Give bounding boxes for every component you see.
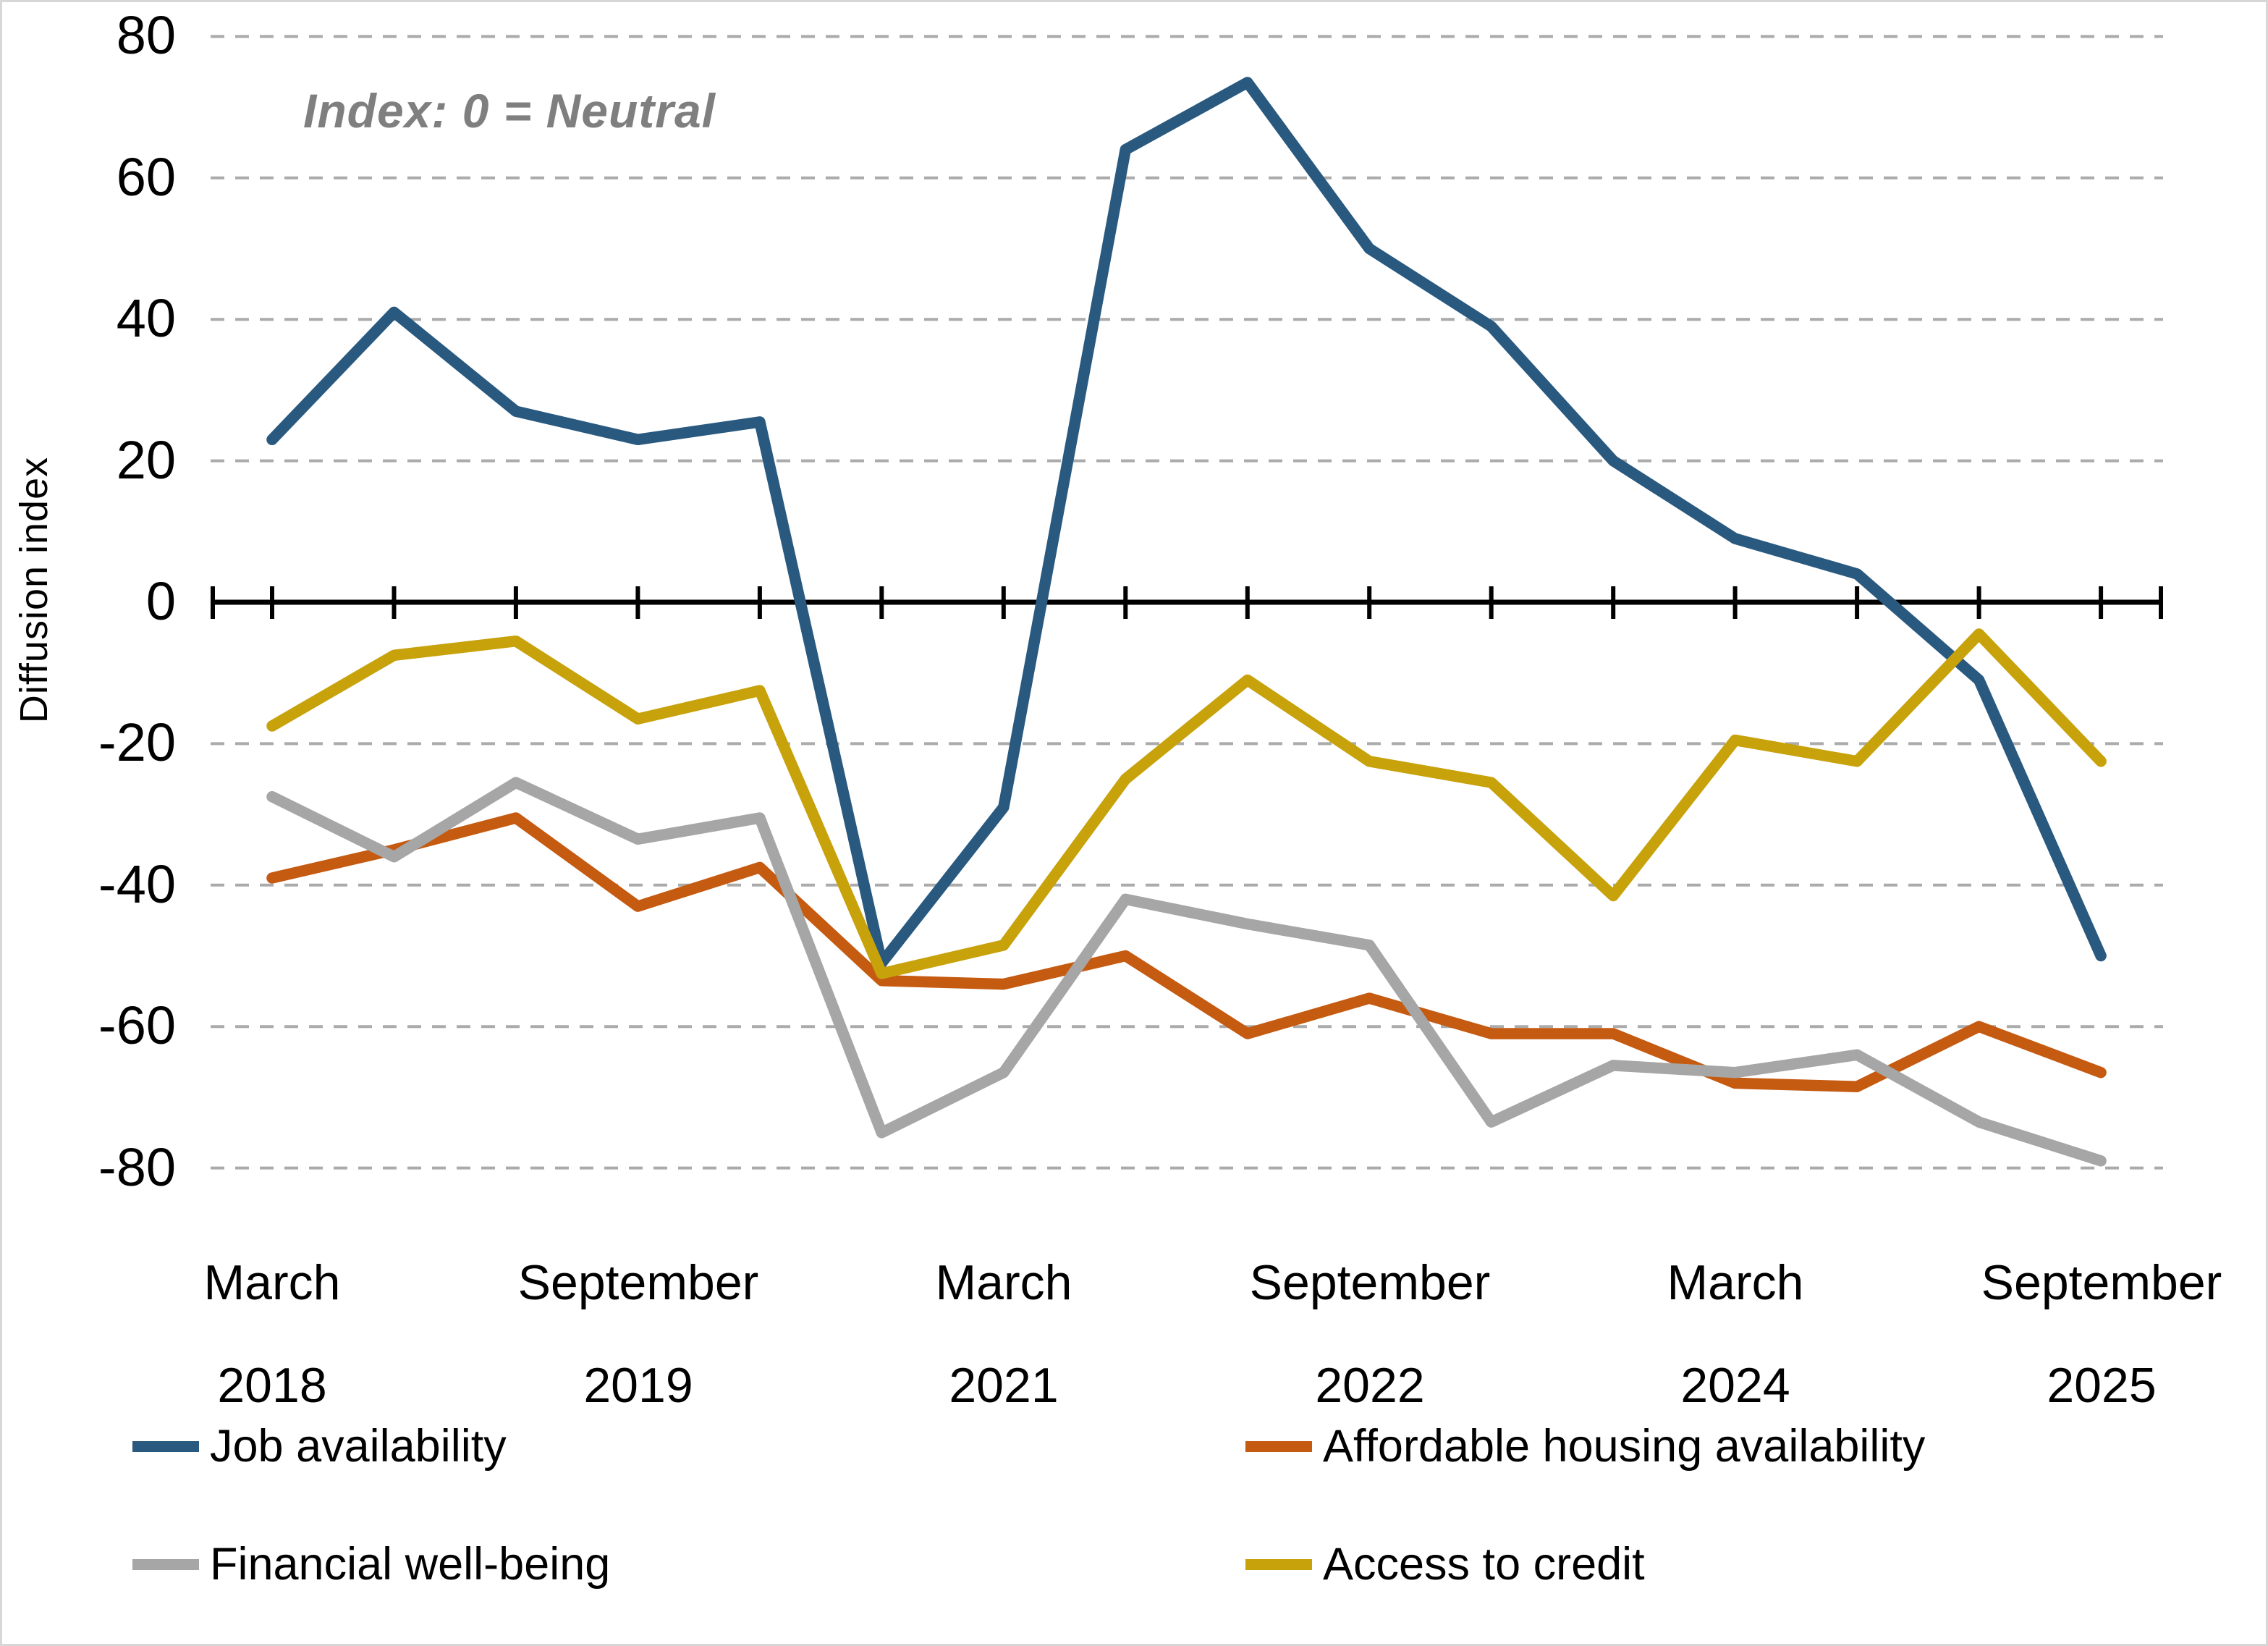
series-line-financial-well-being xyxy=(266,777,2107,1167)
y-tick-label: 0 xyxy=(145,570,176,631)
series-line-access-to-credit xyxy=(266,628,2107,979)
y-tick-label: 60 xyxy=(116,146,176,207)
chart-annotation: Index: 0 = Neutral xyxy=(303,84,716,138)
series-line-job-availability xyxy=(266,77,2107,969)
legend-marker-access-to-credit xyxy=(1245,1558,1312,1570)
legend-label: Financial well-being xyxy=(210,1539,611,1590)
x-tick-label: September 2019 xyxy=(517,1255,759,1413)
x-tick-label: March 2018 xyxy=(203,1255,341,1413)
legend-item-access-to-credit: Access to credit xyxy=(1245,1534,1645,1595)
legend-item-job-availability: Job availability xyxy=(132,1416,507,1477)
x-tick-label: March 2021 xyxy=(935,1255,1072,1413)
y-tick-label: 40 xyxy=(116,287,176,348)
x-tick-label: March 2024 xyxy=(1667,1255,1804,1413)
legend-label: Affordable housing availability xyxy=(1323,1421,1926,1472)
y-tick-label: -80 xyxy=(98,1136,176,1197)
y-tick-label: -60 xyxy=(98,995,176,1055)
y-tick-label: 80 xyxy=(116,4,176,65)
x-tick-label: September 2025 xyxy=(1981,1255,2222,1413)
y-tick-label: 20 xyxy=(116,429,176,490)
x-tick-label: September 2022 xyxy=(1249,1255,1491,1413)
legend-label: Access to credit xyxy=(1323,1539,1645,1590)
series-line-affordable-housing-availability xyxy=(266,812,2107,1092)
legend-marker-financial-well-being xyxy=(132,1558,199,1570)
legend-item-financial-well-being: Financial well-being xyxy=(132,1534,610,1595)
y-tick-label: -20 xyxy=(98,712,176,772)
y-tick-label: -40 xyxy=(98,853,176,914)
legend-marker-affordable-housing xyxy=(1245,1440,1312,1452)
legend-label: Job availability xyxy=(210,1421,507,1472)
legend-item-affordable-housing: Affordable housing availability xyxy=(1245,1416,1925,1477)
legend-marker-job-availability xyxy=(132,1440,199,1452)
